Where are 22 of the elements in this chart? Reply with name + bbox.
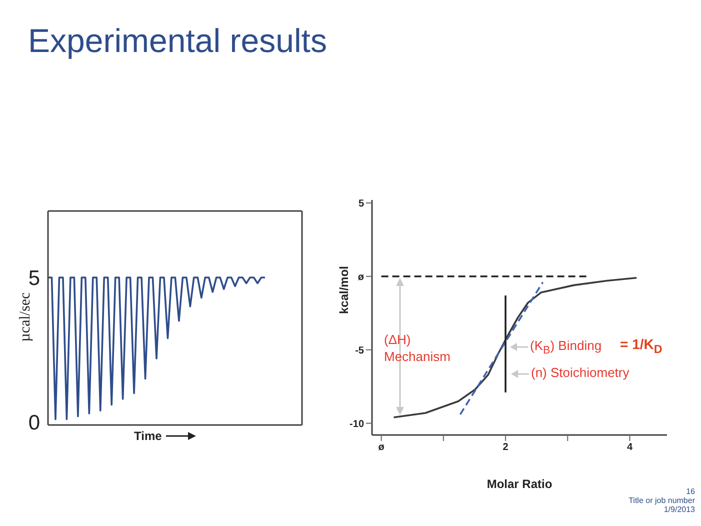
- y-tick-label: -5: [355, 345, 364, 356]
- x-tick-label: 4: [626, 442, 633, 454]
- line-series: [47, 276, 266, 420]
- chart-title: Experimental results: [28, 22, 327, 60]
- annotation: (ΔH) Mechanism: [384, 331, 452, 365]
- x-tick-label: ø: [378, 442, 386, 454]
- x-tick-label: 2: [502, 442, 509, 454]
- y-tick-label: 0: [28, 412, 40, 435]
- y-tick-label: 5: [28, 266, 40, 290]
- text: 16: [686, 487, 695, 496]
- annotation: (K$_{B}$) Binding: [530, 338, 602, 357]
- y-tick-label: ø: [358, 272, 365, 283]
- x-axis-title: Molar Ratio: [486, 477, 552, 491]
- y-axis-title: µcal/sec: [18, 292, 34, 342]
- y-axis-title: kcal/mol: [337, 266, 351, 314]
- x-axis-title: Time: [134, 429, 162, 443]
- annotation: (n) Stoichiometry: [531, 365, 630, 380]
- text: 1/9/2013: [664, 505, 695, 514]
- text: Title or job number: [628, 496, 695, 505]
- y-tick-label: 5: [358, 198, 364, 210]
- annotation: = 1/K$_{D}$: [620, 336, 662, 356]
- y-tick-label: -10: [350, 418, 364, 430]
